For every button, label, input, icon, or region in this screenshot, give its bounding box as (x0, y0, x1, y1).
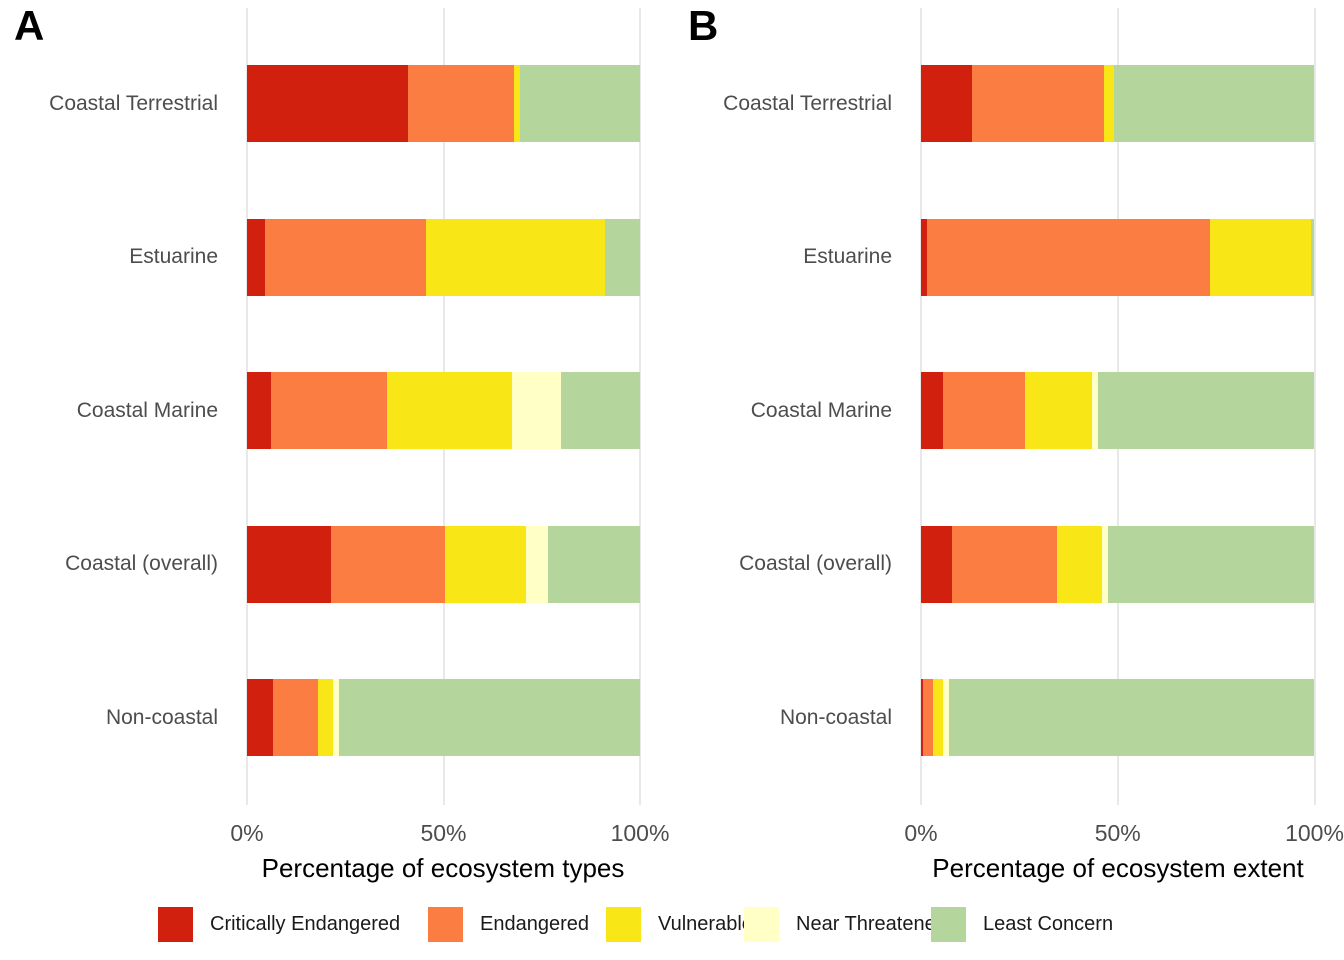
category-label: Coastal (overall) (65, 552, 218, 575)
bar-segment (520, 65, 640, 142)
legend-item: Near Threatened (744, 907, 947, 942)
bar-segment (333, 679, 340, 756)
category-label: Estuarine (129, 245, 218, 268)
bar-segment (1056, 525, 1102, 603)
legend-label: Critically Endangered (210, 913, 401, 935)
bar-segment (1310, 218, 1315, 296)
bar-segment (317, 679, 334, 756)
bar-segment (921, 679, 923, 756)
bar-segment (561, 372, 640, 449)
bar-segment (1113, 65, 1315, 142)
bar-segment (932, 679, 943, 756)
x-tick-label: 50% (1094, 820, 1141, 846)
bar-segment (926, 218, 1211, 296)
bar-segment (247, 372, 271, 449)
x-tick-label: 0% (904, 820, 938, 846)
bar-segment (1210, 218, 1311, 296)
bar-segment (921, 218, 927, 296)
bar-segment (1107, 525, 1315, 603)
bar-segment (386, 372, 513, 449)
bar-row (247, 65, 640, 142)
bar-segment (331, 525, 446, 603)
bar-row (247, 372, 640, 449)
legend-item: Least Concern (931, 907, 1113, 942)
bar-segment (1098, 372, 1315, 449)
category-label: Coastal Terrestrial (723, 91, 892, 115)
legend-swatch (428, 907, 463, 942)
bar-row (921, 372, 1315, 449)
legend-label: Endangered (480, 913, 589, 935)
bar-segment (526, 525, 548, 603)
bar-segment (264, 218, 426, 296)
category-label: Coastal Marine (750, 398, 892, 422)
bar-segment (942, 372, 1026, 449)
bar-segment (1101, 525, 1108, 603)
bar-segment (339, 679, 640, 756)
legend-label: Near Threatened (796, 913, 947, 935)
bar-segment (972, 65, 1104, 142)
bar-segment (270, 372, 387, 449)
bar-segment (604, 218, 640, 296)
legend-item: Critically Endangered (158, 907, 400, 942)
bar-segment (922, 679, 933, 756)
category-label: Coastal (overall) (739, 552, 892, 575)
bar-row (921, 525, 1315, 603)
panel-b-plot (920, 0, 1316, 810)
bar-row (247, 525, 640, 603)
x-axis-title-a: Percentage of ecosystem types (261, 853, 625, 883)
bar-segment (247, 65, 409, 142)
category-label: Coastal Marine (76, 398, 218, 422)
bar-segment (921, 525, 953, 603)
legend-item: Endangered (428, 907, 589, 942)
gridline (639, 8, 641, 805)
x-tick-label: 100% (610, 820, 670, 846)
legend-swatch (606, 907, 641, 942)
bar-row (921, 65, 1315, 142)
bar-segment (1025, 372, 1093, 449)
bar-segment (1103, 65, 1114, 142)
category-label: Non-coastal (105, 705, 218, 729)
category-label: Non-coastal (779, 705, 892, 729)
x-tick-label: 0% (230, 820, 264, 846)
bar-row (247, 679, 640, 756)
bar-segment (408, 65, 515, 142)
legend-item: Vulnerable (606, 907, 753, 942)
bar-segment (247, 525, 332, 603)
bar-segment (425, 218, 605, 296)
panel-a-plot (246, 0, 641, 810)
x-tick-label: 50% (420, 820, 467, 846)
bar-segment (445, 525, 527, 603)
bar-segment (948, 679, 1315, 756)
bar-segment (921, 65, 973, 142)
x-axis-title-b: Percentage of ecosystem extent (932, 853, 1304, 883)
bar-segment (247, 679, 273, 756)
panel-b-letter: B (688, 2, 719, 49)
bar-row (921, 218, 1315, 296)
bar-segment (921, 372, 943, 449)
legend-swatch (931, 907, 966, 942)
category-label: Estuarine (803, 245, 892, 268)
bar-segment (942, 679, 949, 756)
bar-segment (1092, 372, 1099, 449)
legend-label: Least Concern (983, 913, 1114, 935)
bar-segment (272, 679, 318, 756)
legend-swatch (158, 907, 193, 942)
bar-segment (512, 372, 562, 449)
bar-segment (247, 218, 265, 296)
x-tick-label: 100% (1285, 820, 1344, 846)
bar-row (247, 218, 640, 296)
panel-a-letter: A (14, 2, 45, 49)
bar-row (921, 679, 1315, 756)
category-label: Coastal Terrestrial (49, 91, 218, 115)
legend-swatch (744, 907, 779, 942)
bar-segment (514, 65, 521, 142)
gridline (1313, 8, 1316, 805)
bar-segment (547, 525, 640, 603)
bar-segment (952, 525, 1057, 603)
legend-label: Vulnerable (658, 913, 753, 935)
